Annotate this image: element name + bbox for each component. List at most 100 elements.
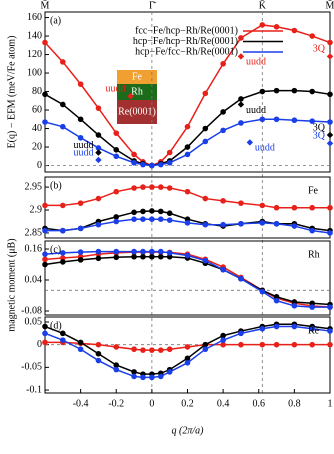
data-point: [77, 339, 84, 346]
panel-label: (d): [50, 320, 62, 331]
data-point: [309, 325, 315, 332]
data-point: [291, 117, 298, 124]
data-point: [157, 161, 164, 168]
data-point: [166, 346, 173, 353]
annotation-marker: [246, 139, 254, 146]
data-point: [166, 159, 173, 166]
data-point: [309, 341, 315, 348]
data-point: [259, 202, 266, 209]
data-point: [259, 88, 266, 95]
inset-label: Fe: [132, 71, 143, 82]
data-point: [157, 216, 164, 222]
data-point: [238, 220, 244, 227]
y-tick-label: 2.85: [25, 227, 43, 238]
y-axis-label: E(q) − EFM (meV/Fe atom): [6, 36, 17, 149]
data-point: [202, 257, 209, 264]
data-point: [166, 210, 173, 217]
data-point: [77, 81, 84, 87]
y-axis-label: magnetic moment (μB): [6, 238, 17, 331]
data-point: [273, 220, 280, 227]
data-point: [77, 116, 84, 123]
x-top-label: K̄: [259, 0, 267, 11]
data-point: [60, 250, 66, 256]
y-tick-label: 0.16: [25, 243, 43, 254]
data-point: [77, 225, 84, 232]
data-point: [202, 90, 209, 97]
x-tick-label: 0.4: [217, 398, 230, 409]
data-point: [95, 145, 102, 151]
data-point: [166, 149, 173, 156]
data-point: [157, 347, 164, 353]
data-point: [291, 303, 298, 309]
annotation-marker: [127, 92, 134, 100]
data-point: [309, 118, 315, 124]
data-point: [131, 248, 137, 255]
data-point: [166, 369, 173, 375]
data-point: [42, 227, 48, 234]
data-point: [42, 339, 48, 346]
data-point: [42, 119, 48, 125]
plot-frame: [44, 240, 331, 316]
data-point: [202, 221, 209, 228]
data-point: [42, 202, 48, 209]
data-point: [184, 123, 191, 130]
data-point: [77, 200, 84, 206]
y-tick-label: 20: [32, 141, 42, 152]
data-point: [184, 252, 191, 259]
x-axis-label: q (2π/a): [172, 425, 205, 436]
data-point: [202, 346, 209, 353]
data-point: [95, 248, 102, 255]
x-top-label: M̄: [326, 0, 334, 11]
data-point: [220, 198, 226, 204]
data-point: [140, 374, 146, 381]
y-tick-label: 80: [32, 86, 42, 97]
data-point: [202, 341, 209, 348]
annotation-label: 3Q: [313, 122, 326, 133]
annotation-marker: [326, 53, 334, 60]
data-point: [157, 208, 164, 215]
data-point: [131, 185, 137, 191]
data-point: [273, 341, 280, 348]
data-point: [291, 223, 298, 229]
annotation-label: uudd: [246, 57, 266, 68]
data-point: [149, 216, 155, 222]
data-point: [220, 109, 226, 115]
data-point: [259, 116, 266, 123]
data-point: [140, 161, 146, 168]
data-point: [131, 369, 137, 375]
data-point: [149, 374, 155, 381]
data-point: [140, 208, 146, 215]
data-point: [259, 22, 266, 28]
data-point: [291, 27, 298, 34]
data-point: [327, 91, 333, 98]
annotation-label: uudd: [255, 143, 275, 154]
data-point: [113, 344, 120, 350]
panel-label: (c): [50, 244, 61, 255]
data-point: [157, 253, 164, 260]
data-point: [149, 184, 155, 190]
data-point: [291, 341, 298, 348]
data-point: [140, 184, 146, 190]
data-point: [95, 357, 102, 364]
data-point: [113, 214, 120, 220]
data-point: [238, 96, 244, 102]
data-point: [131, 373, 137, 380]
data-point: [238, 330, 244, 337]
data-point: [309, 227, 315, 234]
annotation-label: uudd: [106, 83, 126, 94]
data-point: [220, 337, 226, 343]
y-tick-label: 120: [27, 49, 42, 60]
data-point: [113, 130, 120, 136]
data-point: [140, 216, 146, 222]
inset-rh-layer: [117, 84, 157, 100]
annotation-marker: [237, 53, 245, 60]
y-tick-label: 0: [37, 339, 42, 350]
data-point: [202, 138, 209, 145]
data-point: [149, 347, 155, 353]
data-point: [113, 188, 120, 195]
x-tick-label: 0.2: [181, 398, 194, 409]
data-point: [220, 341, 226, 348]
y-tick-label: -0.05: [21, 362, 42, 373]
data-point: [309, 33, 315, 39]
data-point: [184, 360, 191, 366]
